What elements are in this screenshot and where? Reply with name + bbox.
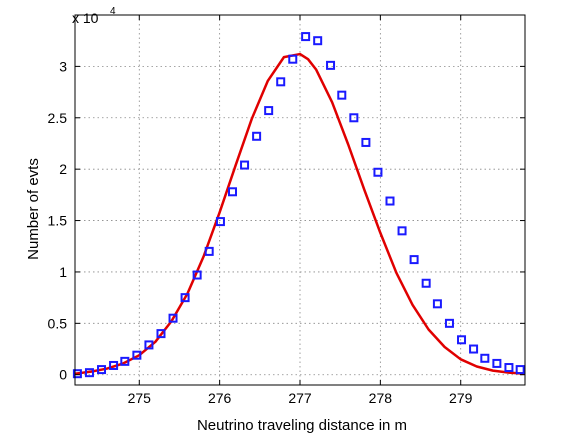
x-tick-label: 275 [128,390,152,406]
data-marker [144,340,154,350]
y-axis-label: Number of evts [25,158,42,260]
y-tick-label: 2.5 [48,110,68,126]
x-tick-label: 276 [208,390,232,406]
y-tick-label: 2 [59,161,67,177]
y-tick-label: 1.5 [48,213,68,229]
data-marker [168,313,178,323]
data-marker [132,350,142,360]
x-tick-label: 277 [288,390,312,406]
y-scale-exponent: 4 [110,6,116,17]
data-marker [337,90,347,100]
data-marker [252,131,262,141]
data-marker [301,32,311,42]
data-marker [432,299,442,309]
y-tick-label: 0 [59,367,67,383]
data-marker [215,217,225,227]
data-marker [204,246,214,256]
data-marker [421,278,431,288]
axis-ticks [75,15,525,385]
data-marker [72,369,82,379]
data-marker [469,344,479,354]
data-marker [264,106,274,116]
data-marker [373,167,383,177]
data-marker [120,356,130,366]
data-marker [228,187,237,197]
data-marker [326,60,336,70]
data-marker [349,113,359,123]
data-marker [515,365,525,375]
x-axis-label: Neutrino traveling distance in m [197,417,407,434]
grid-lines [75,15,525,385]
data-marker [385,196,395,206]
data-marker [444,318,454,328]
data-marker [409,255,419,265]
data-marker [192,270,202,280]
data-marker [109,360,119,370]
x-tick-label: 279 [449,390,473,406]
y-scale-label: x 10 [72,10,99,26]
data-marker [492,358,502,368]
data-marker [361,137,371,147]
data-marker [397,226,407,236]
data-marker [288,54,298,64]
data-marker [276,77,286,87]
data-marker [156,329,166,339]
data-marker [504,363,514,373]
data-markers-layer [72,32,525,379]
y-tick-label: 3 [59,58,67,74]
y-tick-label: 0.5 [48,315,68,331]
tick-labels: 275 276 277 278 279 0 0.5 1 1.5 2 2.5 3 [48,58,473,406]
y-tick-label: 1 [59,264,67,280]
data-marker [313,36,323,46]
x-tick-label: 278 [369,390,393,406]
data-marker [97,365,107,375]
data-marker [180,293,190,303]
data-marker [480,353,490,363]
data-marker [84,368,94,378]
data-marker [457,335,467,345]
data-marker [240,160,250,170]
